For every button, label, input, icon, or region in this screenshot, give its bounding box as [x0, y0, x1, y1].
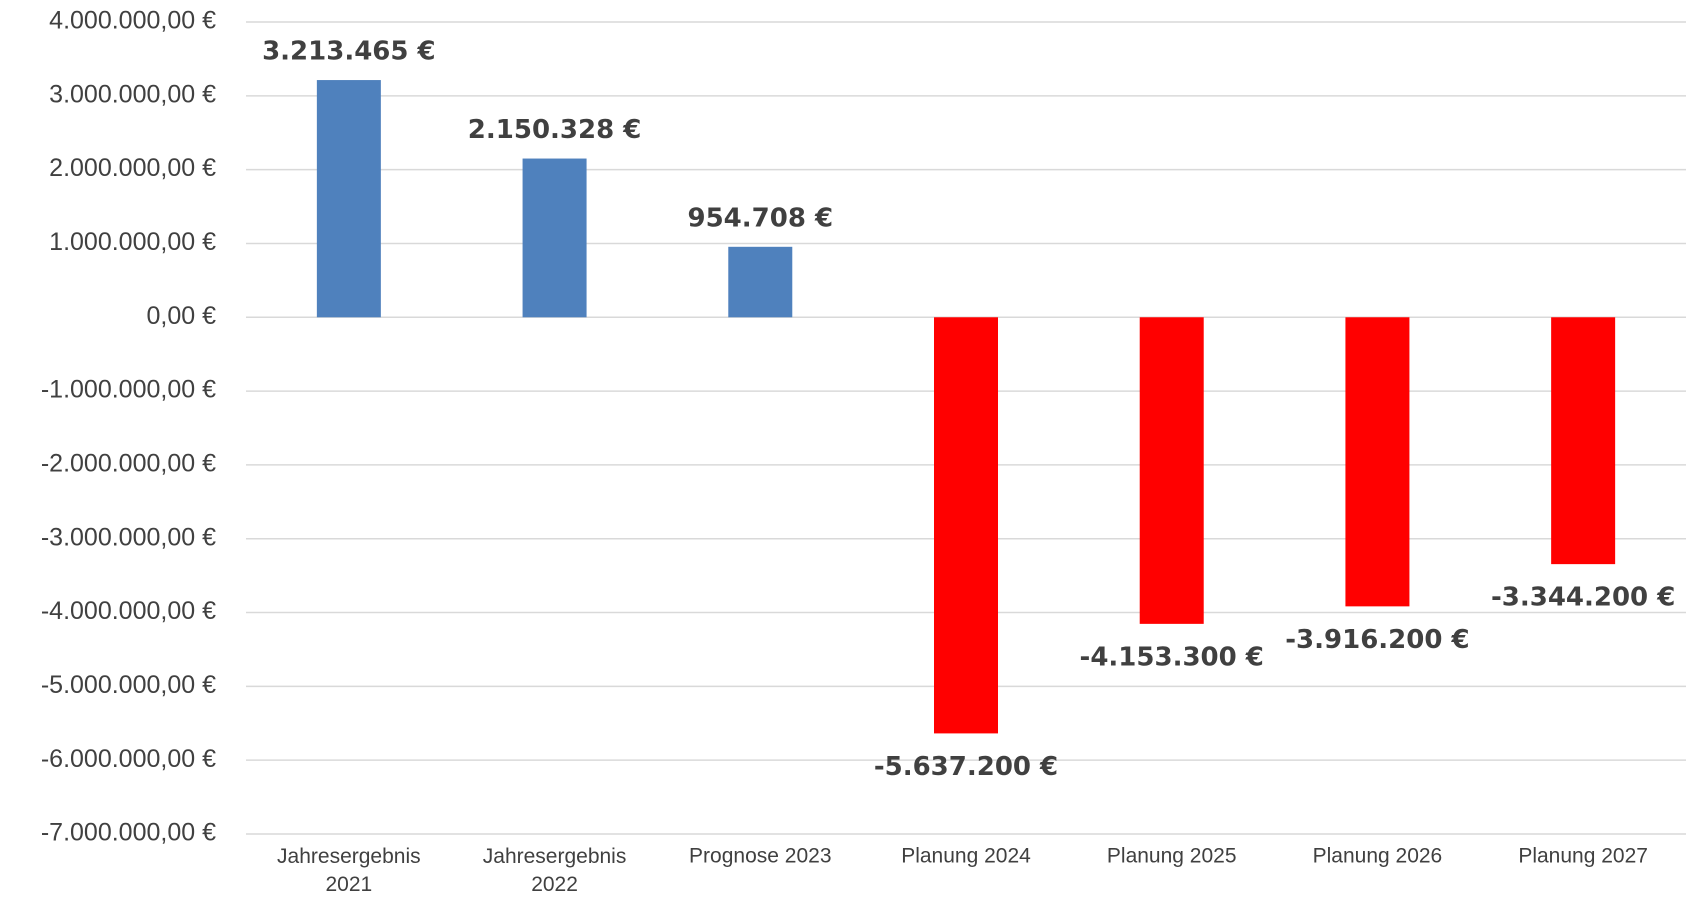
y-tick-label: -6.000.000,00 € [41, 745, 216, 773]
x-tick-label: Planung 2027 [1518, 845, 1648, 868]
x-tick-label: Planung 2026 [1313, 845, 1443, 868]
value-label: -3.344.200 € [1491, 583, 1675, 613]
bar [1551, 317, 1616, 565]
x-tick-label: Planung 2024 [901, 845, 1031, 868]
y-tick-label: -3.000.000,00 € [41, 523, 216, 551]
bar [1345, 317, 1410, 607]
y-tick-label: -7.000.000,00 € [41, 819, 216, 847]
y-tick-label: -2.000.000,00 € [41, 450, 216, 478]
value-label: -3.916.200 € [1285, 625, 1469, 655]
y-tick-label: -1.000.000,00 € [41, 376, 216, 404]
x-tick-label: Jahresergebnis 2022 [483, 845, 627, 896]
y-tick-label: 1.000.000,00 € [49, 228, 216, 256]
y-tick-label: -5.000.000,00 € [41, 671, 216, 699]
value-label: -5.637.200 € [874, 752, 1058, 782]
bar [728, 246, 793, 318]
value-label: 3.213.465 € [262, 37, 436, 67]
y-tick-label: 3.000.000,00 € [49, 80, 216, 108]
y-tick-label: 4.000.000,00 € [49, 7, 216, 35]
value-label: 954.708 € [687, 203, 833, 233]
x-tick-label: Prognose 2023 [689, 845, 831, 868]
value-label: 2.150.328 € [468, 115, 642, 145]
x-tick-label: Planung 2025 [1107, 845, 1237, 868]
y-tick-label: -4.000.000,00 € [41, 597, 216, 625]
y-tick-label: 2.000.000,00 € [49, 154, 216, 182]
bar [522, 158, 587, 318]
bar [934, 317, 998, 734]
value-label: -4.153.300 € [1080, 642, 1264, 672]
y-tick-label: 0,00 € [146, 302, 216, 330]
bar [1139, 317, 1204, 624]
bar [316, 80, 381, 318]
x-tick-label: Jahresergebnis 2021 [277, 845, 421, 896]
